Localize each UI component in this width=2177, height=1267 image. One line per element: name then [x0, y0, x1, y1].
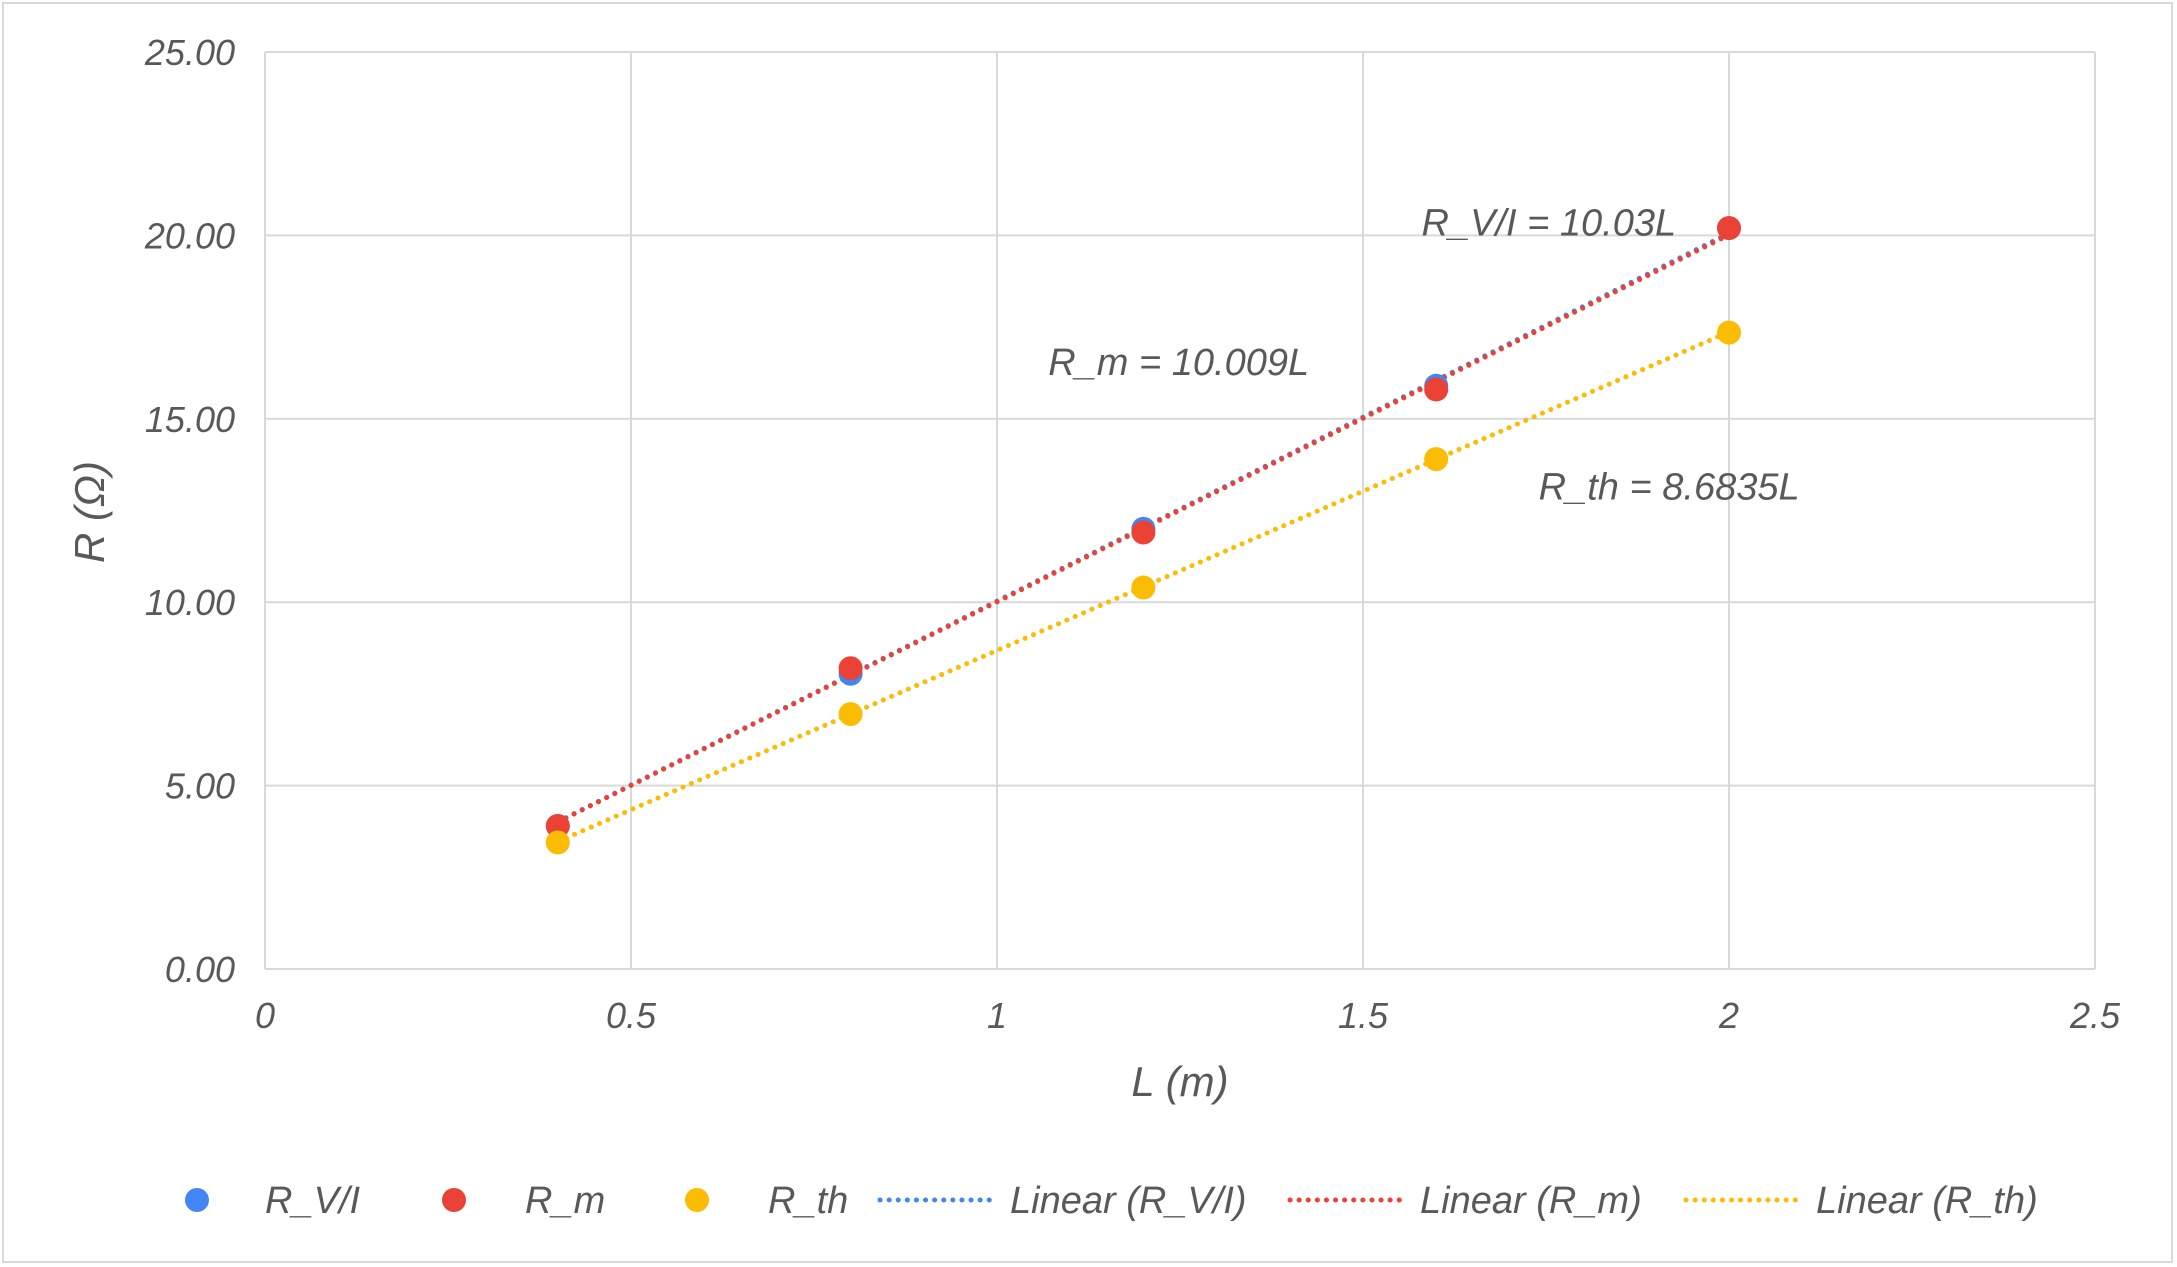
- point-rth-3: [1424, 447, 1449, 472]
- legend-marker-1: [442, 1188, 466, 1212]
- y-axis-ticks: 0.00 5.00 10.00 15.00 20.00 25.00: [144, 32, 235, 990]
- y-tick-label: 25.00: [144, 32, 235, 73]
- point-rm-3: [1424, 377, 1449, 402]
- point-rm-1: [838, 656, 863, 681]
- legend-label-0: R_V/I: [265, 1180, 360, 1222]
- y-tick-label: 10.00: [145, 582, 235, 623]
- x-tick-label: 2.5: [2069, 995, 2121, 1036]
- trendline-equation-1: R_m = 10.009L: [1048, 342, 1309, 384]
- y-tick-label: 20.00: [144, 215, 235, 256]
- trendline-equations: R_V/I = 10.03L R_m = 10.009L R_th = 8.6835…: [1048, 202, 1799, 508]
- point-rm-4: [1717, 216, 1741, 241]
- y-tick-label: 5.00: [165, 766, 235, 807]
- legend-marker-2: [685, 1188, 709, 1212]
- trendline-equation-2: R_th = 8.6835L: [1539, 466, 1800, 508]
- point-rth-1: [838, 702, 863, 727]
- point-rth-4: [1717, 320, 1741, 345]
- legend: R_V/I R_m R_th Linear (R_V/I) Linear (R_m) Li…: [185, 1180, 2038, 1222]
- y-tick-label: 0.00: [165, 949, 235, 990]
- x-tick-label: 0.5: [606, 995, 657, 1036]
- point-rth-0: [545, 830, 570, 855]
- legend-marker-0: [185, 1188, 209, 1212]
- point-rm-2: [1131, 520, 1156, 545]
- legend-trend-label-1: Linear (R_m): [1420, 1180, 1642, 1222]
- legend-trend-label-0: Linear (R_V/I): [1010, 1180, 1247, 1222]
- x-axis-title: L (m): [1131, 1058, 1228, 1105]
- y-tick-label: 15.00: [145, 399, 235, 440]
- x-tick-label: 2: [1718, 995, 1739, 1036]
- legend-label-1: R_m: [525, 1180, 605, 1222]
- legend-label-2: R_th: [768, 1180, 848, 1222]
- point-rth-2: [1131, 575, 1156, 600]
- grid-lines: [264, 51, 2096, 970]
- legend-trend-label-2: Linear (R_th): [1816, 1180, 2038, 1222]
- trendline-equation-0: R_V/I = 10.03L: [1422, 202, 1677, 244]
- x-tick-label: 1: [987, 995, 1007, 1036]
- data-points: [545, 216, 1741, 855]
- x-tick-label: 0: [255, 995, 275, 1036]
- point-rm-0: [545, 813, 570, 838]
- x-axis-ticks: 0 0.5 1 1.5 2 2.5: [255, 995, 2121, 1036]
- y-axis-title: R (Ω): [66, 461, 113, 563]
- x-tick-label: 1.5: [1338, 995, 1389, 1036]
